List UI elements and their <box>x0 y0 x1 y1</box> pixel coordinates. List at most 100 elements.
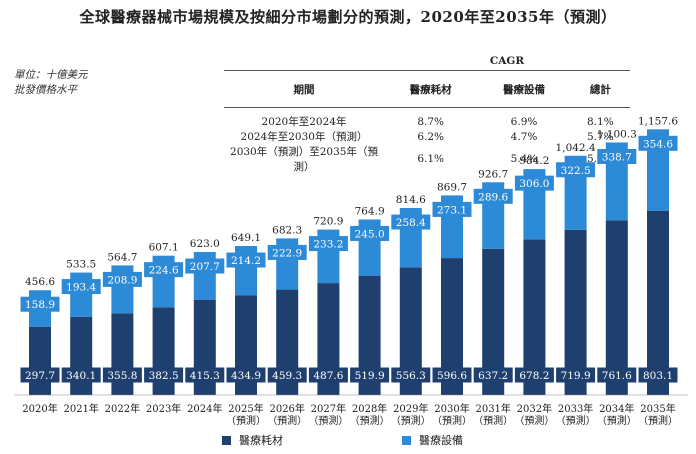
data-label-equipment: 289.6 <box>478 191 508 203</box>
consumables-header: 醫療耗材 <box>384 70 478 108</box>
cagr-period: 2024年至2030年（預測） <box>240 131 368 143</box>
cagr-row: 2030年（預測）至2035年（預測） 6.1% 5.4% 5.9% <box>224 144 630 174</box>
total-label: 1,100.3 <box>597 128 637 140</box>
x-tick-sublabel: （預測） <box>432 414 472 425</box>
x-tick-sublabel: （預測） <box>473 414 513 425</box>
data-label-equipment-bg <box>350 225 390 241</box>
data-label-equipment: 322.5 <box>561 165 591 177</box>
period-header: 期間 <box>224 70 384 108</box>
bar-consumables <box>399 267 422 395</box>
data-label-consumables: 803.1 <box>643 370 673 382</box>
total-label: 764.9 <box>355 205 385 217</box>
total-label: 1,042.4 <box>556 142 596 154</box>
total-label: 607.1 <box>149 242 179 254</box>
x-tick-sublabel: （預測） <box>556 414 596 425</box>
x-tick-sublabel: （預測） <box>638 414 678 425</box>
data-label-consumables: 382.5 <box>149 370 179 382</box>
total-label: 1,157.6 <box>638 115 678 127</box>
stacked-bar-chart: 297.7 158.9 456.6 2020年 340.1 193.4 533.5 2021年… <box>14 115 688 425</box>
data-label-consumables-bg <box>514 367 554 383</box>
total-label: 682.3 <box>272 224 302 236</box>
bar-consumables <box>647 210 669 395</box>
data-label-equipment-bg <box>597 148 637 164</box>
data-label-consumables: 487.6 <box>313 370 343 382</box>
data-label-equipment: 354.6 <box>643 138 673 150</box>
data-label-consumables-bg <box>391 367 431 383</box>
x-tick-label: 2023年 <box>146 402 181 415</box>
data-label-equipment: 338.7 <box>602 151 632 163</box>
total-label: 649.1 <box>231 232 261 244</box>
data-label-consumables-bg <box>432 367 472 383</box>
cagr-period: 2030年（預測）至2035年（預測） <box>230 146 378 173</box>
data-label-equipment: 306.0 <box>519 178 549 190</box>
x-tick-sublabel: （預測） <box>267 414 307 425</box>
x-tick-sublabel: （預測） <box>391 414 431 425</box>
data-label-equipment: 224.6 <box>149 265 179 277</box>
total-header: 總計 <box>570 70 630 108</box>
x-tick-sublabel: （預測） <box>308 414 348 425</box>
legend-swatch-consumables <box>222 435 231 445</box>
cagr-consumables: 6.1% <box>417 153 445 165</box>
x-tick-sublabel: （預測） <box>350 414 390 425</box>
data-label-equipment: 258.4 <box>396 217 426 229</box>
bar-consumables <box>70 316 93 395</box>
data-label-consumables: 556.3 <box>396 370 426 382</box>
total-label: 720.9 <box>313 216 343 228</box>
data-label-equipment: 193.4 <box>66 282 96 294</box>
data-label-equipment-bg <box>226 252 266 268</box>
data-label-equipment: 273.1 <box>437 204 467 216</box>
data-label-consumables: 415.3 <box>190 370 220 382</box>
x-tick-label: 2028年 <box>352 402 387 415</box>
cagr-equipment: 4.7% <box>510 130 538 143</box>
data-label-equipment-bg <box>20 296 60 312</box>
bar-consumables <box>441 258 463 395</box>
data-label-consumables: 519.9 <box>355 370 385 382</box>
data-label-equipment-bg <box>308 236 348 252</box>
data-label-consumables-bg <box>102 367 142 383</box>
data-label-consumables: 297.7 <box>25 370 55 382</box>
data-label-consumables: 434.9 <box>231 370 261 382</box>
data-label-equipment-bg <box>432 201 472 217</box>
total-label: 564.7 <box>107 251 137 263</box>
unit-label: 單位：十億美元 <box>14 69 88 81</box>
cagr-total: 8.1% <box>587 115 614 128</box>
total-label: 984.2 <box>519 155 549 167</box>
legend-label-consumables: 醫療耗材 <box>239 434 283 447</box>
data-label-consumables-bg <box>638 367 678 383</box>
x-tick-label: 2034年 <box>599 402 634 415</box>
cagr-equipment: 5.4% <box>510 153 538 165</box>
data-label-equipment-bg <box>102 271 142 287</box>
x-tick-label: 2020年 <box>22 402 57 415</box>
total-label: 869.7 <box>437 181 467 193</box>
data-label-equipment: 207.7 <box>190 261 220 273</box>
price-level-label: 批發價格水平 <box>14 84 77 96</box>
total-label: 456.6 <box>25 276 55 288</box>
cagr-period: 2020年至2024年 <box>261 116 347 128</box>
x-tick-label: 2027年 <box>311 402 346 415</box>
bar-consumables <box>29 326 51 395</box>
data-label-consumables-bg <box>308 367 348 383</box>
data-label-equipment-bg <box>144 262 184 278</box>
bar-consumables <box>317 283 340 395</box>
legend-swatch-equipment <box>402 435 411 445</box>
data-label-equipment: 233.2 <box>313 239 343 251</box>
data-label-equipment: 208.9 <box>107 274 137 286</box>
data-label-equipment-bg <box>61 279 101 295</box>
total-label: 533.5 <box>66 259 96 271</box>
x-tick-sublabel: （預測） <box>514 414 554 425</box>
data-label-consumables-bg <box>556 367 596 383</box>
data-label-consumables-bg <box>144 367 184 383</box>
cagr-total: 5.7% <box>587 130 614 143</box>
x-tick-label: 2032年 <box>517 402 552 415</box>
data-label-consumables: 719.9 <box>561 370 591 382</box>
x-tick-label: 2025年 <box>228 402 263 415</box>
data-label-equipment: 214.2 <box>231 255 261 267</box>
x-tick-label: 2033年 <box>558 402 593 415</box>
bar-consumables <box>605 220 628 395</box>
cagr-row: 2020年至2024年 8.7% 6.9% 8.1% <box>224 108 630 130</box>
data-label-equipment: 158.9 <box>25 299 55 311</box>
data-label-consumables-bg <box>597 367 637 383</box>
data-label-consumables-bg <box>226 367 266 383</box>
data-label-equipment-bg <box>514 175 554 191</box>
data-label-equipment: 245.0 <box>355 228 385 240</box>
